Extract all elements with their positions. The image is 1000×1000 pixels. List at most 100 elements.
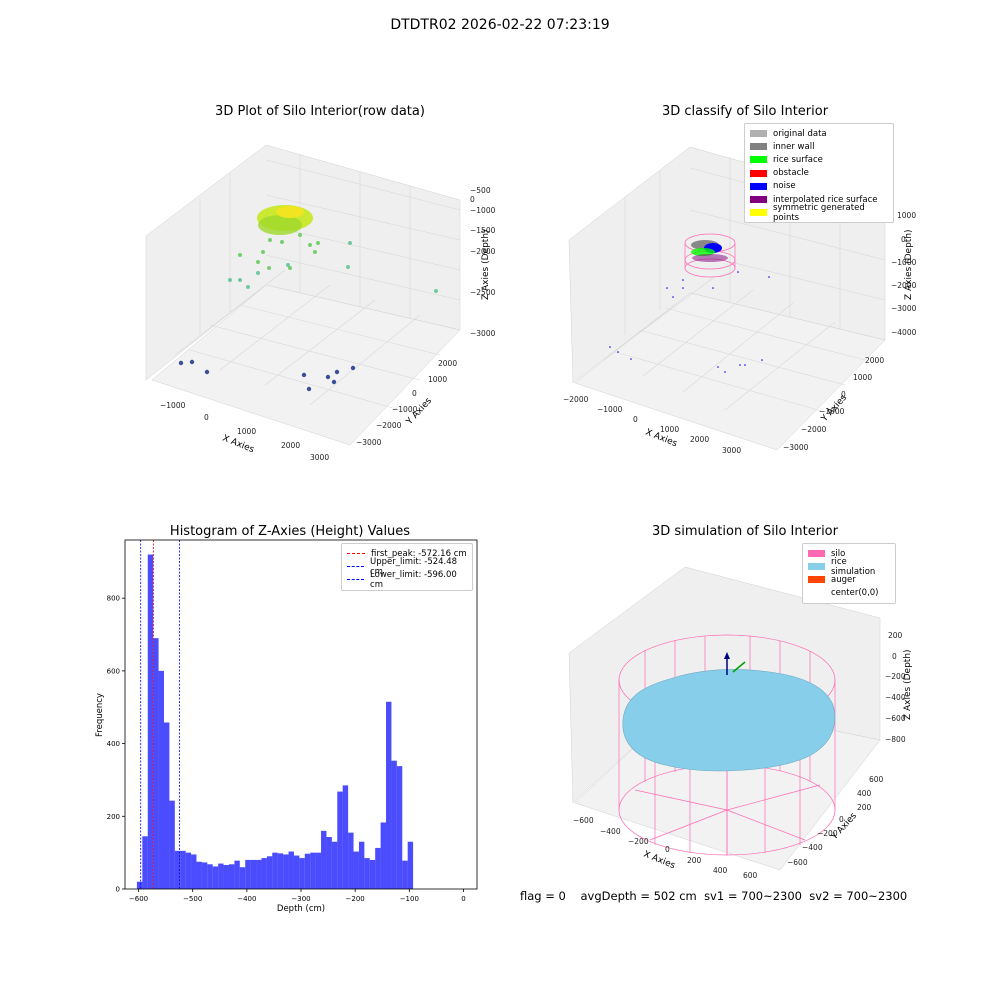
histogram-bar [337, 791, 343, 889]
status-footer: flag = 0 avgDepth = 502 cm sv1 = 700~230… [520, 889, 907, 903]
legend-swatch [347, 579, 365, 581]
histogram-legend: first_peak: -572.16 cm Upper_limit: -524… [341, 543, 473, 591]
x-tick: 0 [204, 413, 209, 422]
panel-classify-3d: 3D classify of Silo Interior −2000 −1000… [555, 100, 935, 460]
z-tick: 1000 [897, 211, 916, 220]
histogram-bar [218, 863, 224, 889]
z-tick: −200 [885, 672, 906, 681]
histogram-bar [223, 865, 229, 889]
z-axis-label: Z Axies (Depth) [903, 649, 913, 720]
classify-legend: original data inner wall rice surface ob… [744, 123, 894, 224]
panel-simulation-3d: 3D simulation of Silo Interior −600 −400… [555, 520, 935, 880]
simulation-3d-axes: −600 −400 −200 0 200 400 600 −600 −400 −… [568, 566, 913, 880]
y-tick: 1000 [428, 375, 447, 384]
histogram-bar [315, 852, 322, 889]
histogram-bar [391, 760, 397, 889]
x-tick-label: −100 [400, 895, 419, 903]
legend-label: Upper_limit: -524.48 cm [370, 556, 458, 577]
z-tick: −1000 [891, 258, 917, 267]
legend-label: original data [773, 128, 827, 139]
x-tick-label: −300 [291, 895, 310, 903]
simulation-legend: silo rice simulation auger center(0,0) [802, 543, 896, 604]
histogram-bar [185, 852, 192, 889]
z-axis-label: Z Axies (Depth) [904, 229, 914, 300]
legend-swatch [750, 156, 767, 164]
y-tick: −2000 [801, 425, 827, 434]
z-tick: 0 [470, 195, 475, 204]
histogram-bar [250, 859, 257, 889]
legend-label: rice surface [773, 154, 823, 165]
raw-3d-axes: −1000 0 1000 2000 3000 −3000 −2000 −1000… [145, 144, 496, 460]
panel-title: 3D Plot of Silo Interior(row data) [215, 104, 425, 119]
x-axis-label: X Axies [642, 850, 677, 872]
histogram-bar [228, 864, 235, 889]
histogram-bar [407, 841, 414, 889]
y-tick: −600 [787, 858, 808, 867]
sv2-text: sv2 = 700~2300 [809, 889, 908, 903]
x-tick: 1000 [237, 427, 256, 436]
histogram-bar [283, 854, 289, 889]
histogram-bar [288, 851, 294, 889]
histogram-bar [380, 822, 387, 889]
x-tick: 400 [713, 866, 728, 875]
x-tick: 2000 [281, 441, 300, 450]
legend-item: original data [750, 127, 888, 140]
z-tick: −500 [470, 186, 491, 195]
histogram-bar [180, 850, 186, 889]
y-tick: −200 [817, 829, 838, 838]
legend-item: auger [808, 573, 890, 586]
legend-swatch [808, 550, 825, 558]
y-tick-label: 400 [107, 740, 120, 748]
panel-histogram: Histogram of Z-Axies (Height) Values −60… [85, 520, 495, 920]
histogram-bar [153, 638, 159, 889]
histogram-bar [142, 836, 148, 889]
x-tick-label: 0 [461, 895, 465, 903]
panel-raw-3d: 3D Plot of Silo Interior(row data) −1000… [130, 100, 510, 460]
z-tick: 0 [892, 652, 897, 661]
histogram-bar [375, 847, 381, 889]
y-tick: −3000 [783, 443, 809, 452]
histogram-bar [386, 701, 392, 889]
noise-points [609, 271, 770, 373]
histogram-bar [158, 670, 164, 889]
histogram-bar [245, 859, 251, 889]
legend-swatch [808, 589, 825, 597]
y-tick: 0 [412, 389, 417, 398]
histogram-bar [196, 861, 202, 889]
legend-label: interpolated rice surface [773, 194, 878, 205]
y-axis-label: Y Axies [829, 811, 859, 843]
legend-label: inner wall [773, 141, 815, 152]
y-tick-label: 0 [116, 886, 120, 894]
z-tick: −2500 [470, 288, 496, 297]
histogram-bar [304, 853, 311, 889]
x-tick: 0 [633, 415, 638, 424]
x-tick: 200 [687, 856, 702, 865]
y-axis-label: Frequency [95, 693, 105, 737]
x-tick: 0 [665, 845, 670, 854]
legend-label: auger [831, 574, 856, 585]
y-tick: −1000 [392, 405, 418, 414]
panel-title: Histogram of Z-Axies (Height) Values [169, 524, 411, 539]
y-tick-label: 600 [107, 667, 120, 675]
y-tick: 0 [839, 815, 844, 824]
legend-label: noise [773, 181, 796, 192]
z-tick: −3000 [891, 304, 917, 313]
histogram-bar [147, 554, 154, 889]
plot-frame [124, 539, 478, 890]
y-tick-label: 200 [107, 813, 120, 821]
histogram-bar [163, 722, 170, 889]
panel-title: 3D classify of Silo Interior [661, 104, 829, 119]
avg-depth-text: avgDepth = 502 cm [580, 889, 697, 903]
point-cloud [178, 205, 438, 392]
x-tick-label: −200 [346, 895, 365, 903]
y-tick: 1000 [853, 373, 872, 382]
legend-label: silo [831, 548, 846, 559]
panel-title: 3D simulation of Silo Interior [652, 524, 838, 539]
figure-title: DTDTR02 2026-02-22 07:23:19 [390, 17, 610, 33]
y-tick: −2000 [376, 421, 402, 430]
x-tick: −200 [628, 837, 649, 846]
sv1-text: sv1 = 700~2300 [704, 889, 802, 903]
histogram-bar [191, 854, 197, 889]
y-tick: −400 [802, 843, 823, 852]
rice-surface [622, 669, 836, 772]
